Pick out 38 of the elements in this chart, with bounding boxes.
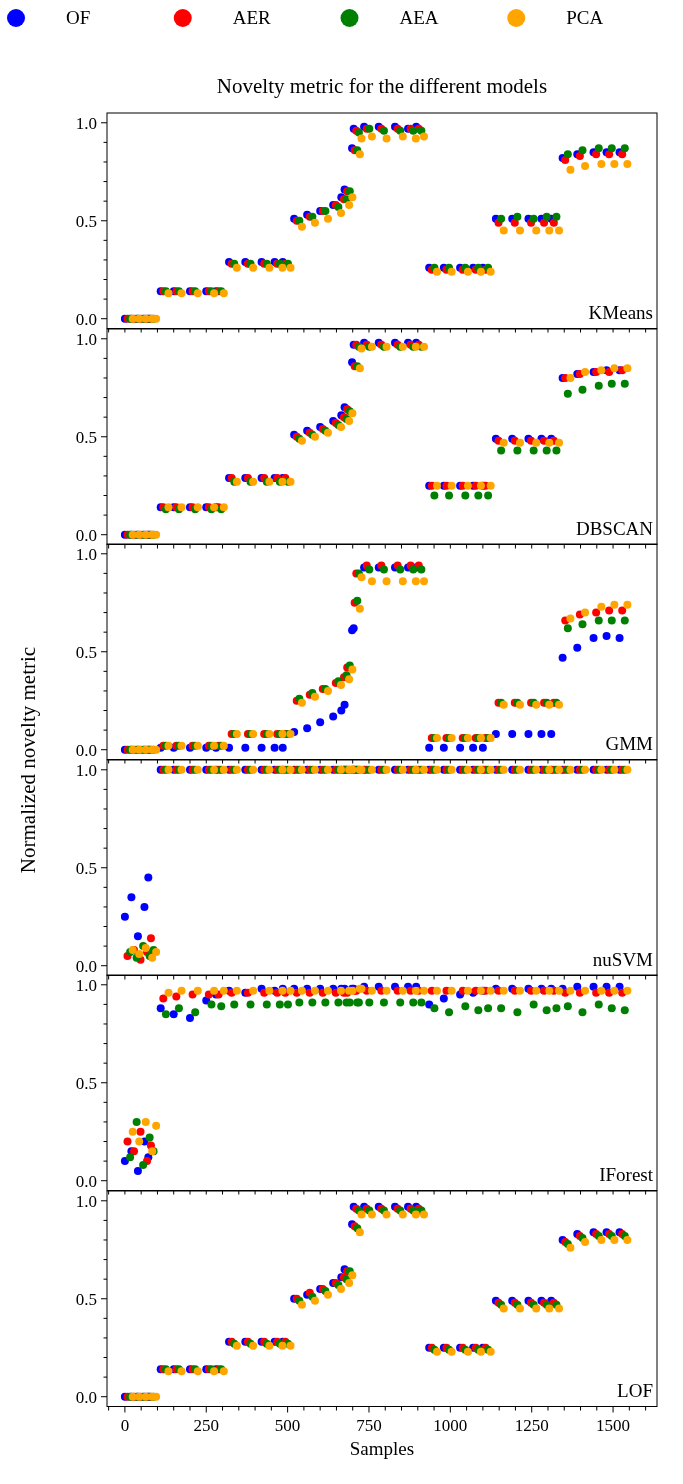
y-tick-label: 0.0 bbox=[75, 740, 97, 760]
y-tick-label: 1.0 bbox=[75, 544, 97, 564]
legend-label: AER bbox=[232, 7, 272, 28]
y-tick-label: 0.5 bbox=[75, 1289, 97, 1309]
x-tick-label: 1000 bbox=[433, 1415, 468, 1434]
y-tick-label: 1.0 bbox=[75, 113, 97, 133]
annotation: IForest bbox=[599, 1163, 654, 1185]
annotation: LOF bbox=[617, 1379, 653, 1400]
y-tick-label: 0.0 bbox=[75, 525, 97, 545]
y-axis-title: Normalized novelty metric bbox=[16, 646, 40, 873]
annotation: nuSVM bbox=[592, 948, 654, 969]
y-tick-label: 1.0 bbox=[75, 975, 97, 995]
annotation: DBSCAN bbox=[575, 517, 654, 538]
x-tick-label: 250 bbox=[193, 1415, 220, 1434]
y-tick-label: 0.0 bbox=[75, 309, 97, 329]
x-tick-label: 0 bbox=[120, 1415, 130, 1434]
annotation: GMM bbox=[605, 732, 654, 754]
y-tick-label: 0.5 bbox=[75, 427, 97, 447]
y-tick-label: 0.5 bbox=[75, 1073, 97, 1093]
y-tick-label: 1.0 bbox=[75, 1191, 97, 1211]
y-tick-label: 0.0 bbox=[75, 956, 97, 976]
y-tick-label: 0.5 bbox=[75, 211, 97, 231]
y-tick-label: 0.5 bbox=[75, 642, 97, 662]
legend-label: AEA bbox=[399, 7, 439, 28]
y-tick-label: 0.0 bbox=[75, 1171, 97, 1191]
chart-title: Novelty metric for the different models bbox=[216, 74, 548, 98]
y-tick-label: 0.0 bbox=[75, 1387, 97, 1407]
x-tick-label: 750 bbox=[356, 1415, 382, 1434]
legend-label: PCA bbox=[566, 7, 604, 28]
y-tick-label: 0.5 bbox=[75, 858, 97, 878]
x-tick-label: 1250 bbox=[514, 1415, 549, 1434]
x-tick-label: 1500 bbox=[596, 1415, 631, 1434]
y-tick-label: 1.0 bbox=[75, 329, 97, 349]
y-tick-label: 1.0 bbox=[75, 760, 97, 780]
x-axis-title: Samples bbox=[349, 1437, 415, 1458]
x-tick-label: 500 bbox=[274, 1415, 301, 1434]
legend-label: OF bbox=[66, 7, 91, 28]
annotation: KMeans bbox=[588, 301, 653, 323]
